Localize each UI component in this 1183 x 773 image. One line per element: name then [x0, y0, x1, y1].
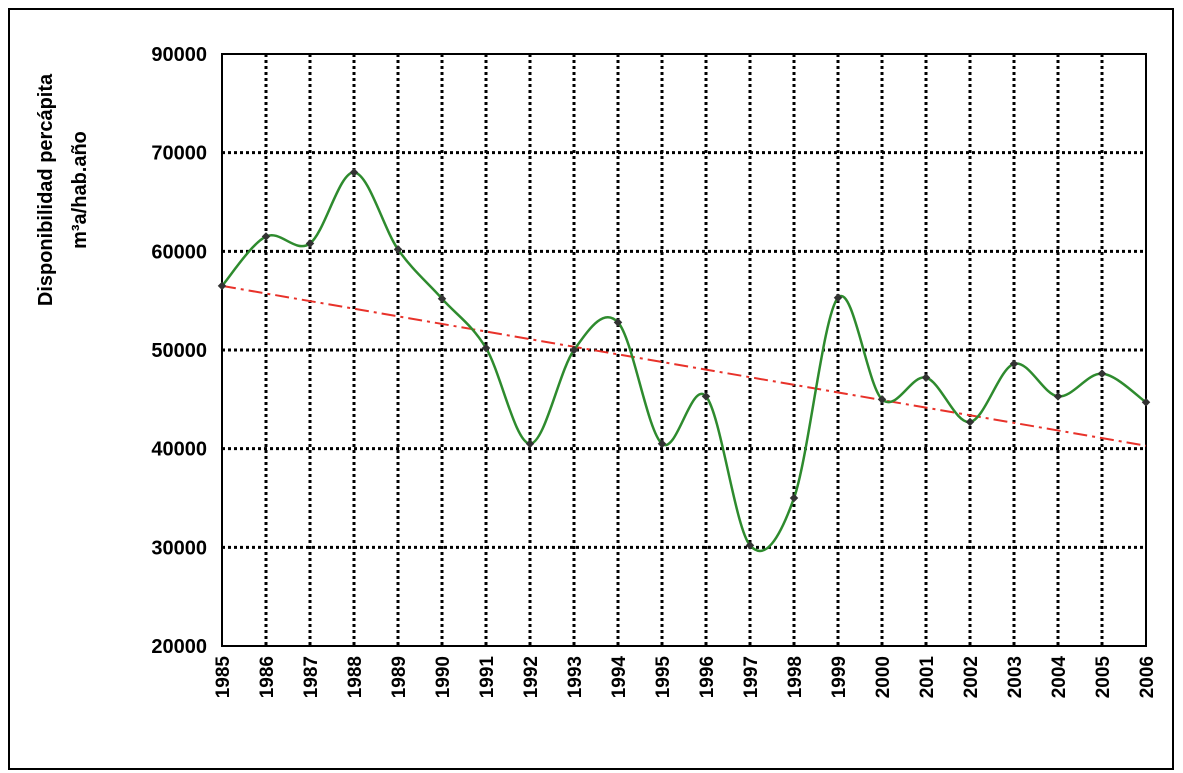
- data-point: [1141, 398, 1151, 407]
- data-point: [877, 395, 887, 404]
- data-point: [481, 343, 491, 353]
- x-tick-label: 1988: [345, 656, 366, 698]
- data-point: [217, 281, 227, 291]
- x-tick-label: 1990: [433, 656, 454, 698]
- x-tick-label: 1986: [257, 656, 278, 698]
- data-point: [965, 417, 975, 427]
- x-tick-label: 2004: [1049, 656, 1070, 699]
- x-tick-label: 1995: [653, 656, 674, 699]
- data-point: [1009, 359, 1019, 369]
- x-tick-label: 1997: [741, 656, 762, 698]
- data-point: [525, 439, 535, 448]
- x-tick-label: 1996: [697, 656, 718, 698]
- data-point: [701, 392, 711, 401]
- y-axis-title-line: m³a/hab.año: [69, 131, 91, 249]
- data-point: [437, 294, 447, 303]
- trend-line: [221, 284, 1147, 447]
- x-tick-label: 2006: [1137, 656, 1158, 698]
- data-point: [1053, 392, 1063, 401]
- x-tick-label: 1985: [213, 656, 234, 699]
- data-point: [393, 245, 403, 254]
- data-point: [657, 439, 667, 448]
- data-point: [745, 541, 755, 550]
- x-tick-label: 1992: [521, 656, 542, 698]
- y-tick-label: 50000: [151, 340, 207, 362]
- x-tick-label: 2003: [1005, 656, 1026, 698]
- x-tick-label: 2005: [1093, 656, 1114, 699]
- y-tick-label: 90000: [151, 44, 207, 66]
- data-point: [349, 168, 359, 177]
- chart-frame: [8, 8, 1174, 770]
- x-tick-label: 1999: [829, 656, 850, 698]
- x-tick-label: 1994: [609, 656, 630, 699]
- y-tick-label: 70000: [151, 143, 207, 165]
- data-point: [569, 345, 579, 355]
- x-tick-label: 1998: [785, 656, 806, 698]
- x-tick-label: 1987: [301, 656, 322, 698]
- x-tick-label: 1993: [565, 656, 586, 698]
- data-point: [1097, 369, 1107, 378]
- data-point: [261, 232, 271, 241]
- y-tick-label: 20000: [151, 636, 207, 658]
- data-point: [833, 293, 843, 302]
- data-point: [613, 318, 623, 327]
- data-point: [305, 239, 315, 248]
- y-tick-label: 60000: [151, 241, 207, 263]
- y-axis-title: Disponibilidad percápita m³a/hab.año: [35, 73, 91, 306]
- y-tick-label: 30000: [151, 537, 207, 559]
- x-tick-label: 1989: [389, 656, 410, 698]
- x-tick-label: 2000: [873, 656, 894, 698]
- plot-frame: [221, 53, 1147, 647]
- x-tick-label: 2002: [961, 656, 982, 698]
- y-tick-label: 40000: [151, 439, 207, 461]
- x-tick-label: 2001: [917, 656, 938, 699]
- data-point: [921, 373, 931, 382]
- y-axis-title-line: Disponibilidad percápita: [35, 73, 57, 306]
- x-tick-label: 1991: [477, 656, 498, 699]
- data-point: [789, 493, 799, 503]
